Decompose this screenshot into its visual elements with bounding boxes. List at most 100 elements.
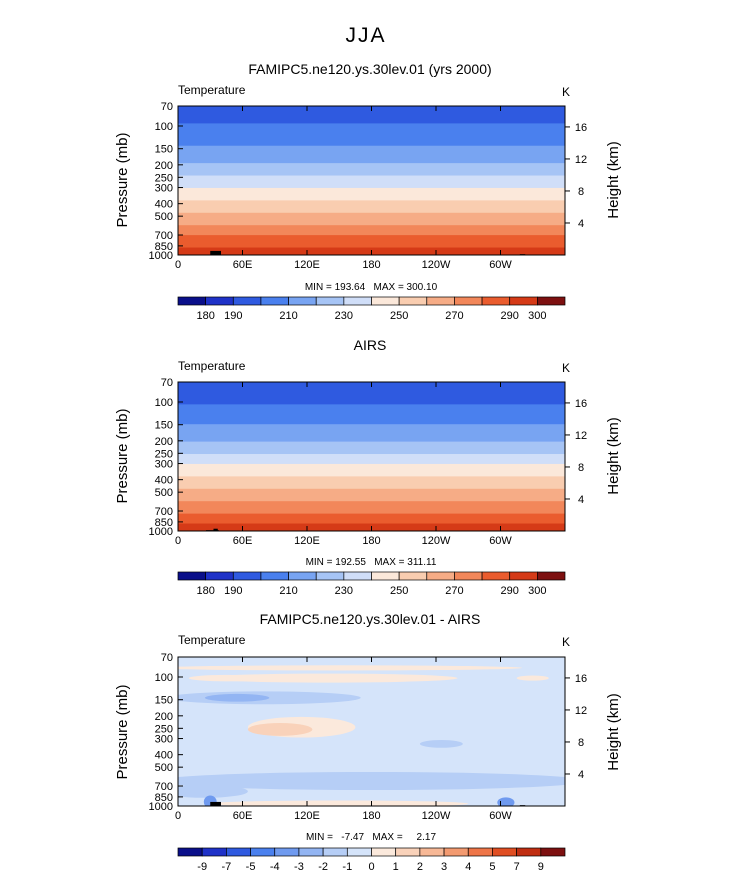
colorbar-label: 9 — [538, 861, 544, 873]
colorbar-swatch — [426, 296, 455, 306]
colorbar-swatch — [205, 571, 234, 581]
y-tick-label: 400 — [155, 750, 173, 762]
y-tick-label: 300 — [155, 459, 173, 471]
colorbar-swatch — [443, 847, 469, 857]
y-tick-label: 500 — [155, 211, 173, 223]
contour-band — [178, 106, 565, 124]
contour-band — [178, 488, 565, 502]
panel-1-title: FAMIPC5.ne120.ys.30lev.01 (yrs 2000) — [248, 61, 491, 77]
height-tick-label: 4 — [578, 769, 584, 781]
colorbar-label: -4 — [270, 861, 280, 873]
y-tick-label: 700 — [155, 506, 173, 518]
colorbar-swatch — [205, 296, 234, 306]
colorbar-label: 180 — [196, 310, 214, 322]
colorbar-label: 3 — [441, 861, 447, 873]
contour-band — [178, 175, 565, 189]
contour-band — [178, 212, 565, 226]
colorbar-swatch — [288, 571, 317, 581]
panel-3-colorbar: -9 -7 -5 -4 -3 -2 -1 0 1 2 3 4 5 7 9 — [177, 847, 566, 873]
y-tick-label: 100 — [155, 397, 173, 409]
panel-3-units: K — [562, 635, 570, 649]
x-tick-label: 120E — [294, 810, 320, 822]
y-tick-label: 150 — [155, 695, 173, 707]
height-tick-label: 8 — [578, 186, 584, 198]
y-tick-label: 850 — [155, 792, 173, 804]
colorbar-swatch — [177, 296, 206, 306]
colorbar-label: 5 — [489, 861, 495, 873]
height-tick-label: 8 — [578, 462, 584, 474]
y-tick-label: 150 — [155, 420, 173, 432]
panel-2-stats: MIN = 192.55 MAX = 311.11 — [306, 557, 437, 568]
contour-field — [178, 657, 565, 806]
y-tick-label: 1000 — [149, 250, 173, 262]
colorbar-swatch — [467, 847, 493, 857]
colorbar-swatch — [232, 296, 262, 306]
height-tick-label: 12 — [575, 705, 587, 717]
colorbar-label: 290 — [501, 585, 519, 597]
colorbar-swatch — [398, 571, 428, 581]
colorbar-label: 7 — [514, 861, 520, 873]
colorbar-swatch — [426, 571, 455, 581]
panel-3-field-label: Temperature — [178, 633, 246, 647]
colorbar-swatch — [537, 571, 566, 581]
colorbar-swatch — [288, 296, 317, 306]
panel-1-stats: MIN = 193.64 MAX = 300.10 — [305, 282, 438, 293]
contour-band — [178, 200, 565, 214]
anomaly-contour — [199, 673, 458, 683]
panel-3-x-ticks: 0 60E 120E 180 120W 60W — [175, 657, 512, 822]
y-tick-label: 70 — [161, 377, 173, 389]
height-tick-label: 4 — [578, 494, 584, 506]
colorbar-swatch — [260, 296, 289, 306]
colorbar-swatch — [537, 296, 566, 306]
colorbar-swatch — [481, 571, 511, 581]
colorbar-label: 190 — [224, 585, 242, 597]
x-tick-label: 120E — [294, 535, 320, 547]
colorbar-swatch — [250, 847, 276, 857]
y-tick-label: 250 — [155, 723, 173, 735]
y-tick-label: 500 — [155, 762, 173, 774]
contour-band — [178, 123, 565, 147]
x-tick-label: 180 — [362, 259, 380, 271]
colorbar-swatch — [346, 847, 372, 857]
anomaly-contour — [178, 665, 522, 671]
y-tick-label: 70 — [161, 101, 173, 113]
colorbar-label: 230 — [335, 585, 353, 597]
colorbar-swatch — [509, 571, 538, 581]
panel-2-y2label: Height (km) — [605, 417, 622, 495]
colorbar-swatch — [298, 847, 324, 857]
y-tick-label: 1000 — [149, 801, 173, 813]
height-tick-label: 12 — [575, 154, 587, 166]
colorbar-label: -3 — [294, 861, 304, 873]
contour-band — [178, 187, 565, 201]
contour-band — [178, 225, 565, 236]
y-tick-label: 200 — [155, 160, 173, 172]
contour-field — [178, 382, 565, 531]
x-tick-label: 60E — [233, 810, 253, 822]
panel-3-y2label: Height (km) — [605, 693, 622, 771]
colorbar-swatch — [516, 847, 542, 857]
x-tick-label: 0 — [175, 535, 181, 547]
x-tick-label: 60W — [489, 259, 512, 271]
colorbar-label: 4 — [465, 861, 471, 873]
x-tick-label: 180 — [362, 535, 380, 547]
x-tick-label: 180 — [362, 810, 380, 822]
y-tick-label: 100 — [155, 672, 173, 684]
anomaly-contour — [178, 771, 565, 791]
colorbar-label: 230 — [335, 310, 353, 322]
colorbar-swatch — [371, 296, 400, 306]
colorbar-label: 290 — [501, 310, 519, 322]
x-tick-label: 120W — [422, 259, 451, 271]
panel-2-ylabel: Pressure (mb) — [114, 408, 131, 503]
height-tick-label: 16 — [575, 398, 587, 410]
colorbar-swatch — [315, 296, 345, 306]
y-tick-label: 70 — [161, 652, 173, 664]
panel-2-field-label: Temperature — [178, 359, 246, 373]
x-tick-label: 120W — [422, 810, 451, 822]
panel-2-units: K — [562, 361, 570, 375]
y-tick-label: 400 — [155, 475, 173, 487]
colorbar-label: 190 — [224, 310, 242, 322]
panel-1-plot — [177, 105, 566, 256]
